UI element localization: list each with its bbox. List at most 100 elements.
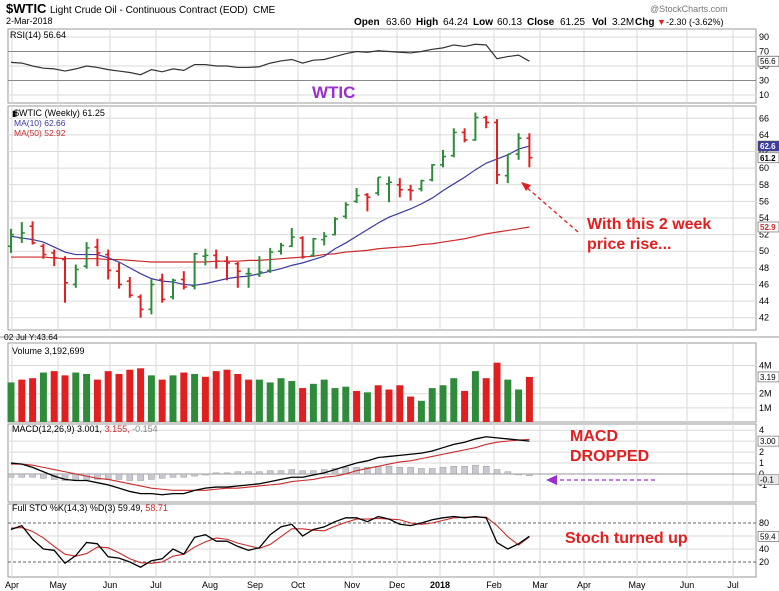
sto-value-badge [757,531,779,542]
macd-histogram-bar [18,473,26,478]
macd-legend-hist: -0.154 [132,424,158,434]
macd-histogram-bar [223,472,231,475]
price-chart-icon: ▮ [12,109,16,118]
sto-legend-d: 58.71 [145,503,168,513]
rsi-panel: RSI(14) 56.64 [10,30,530,76]
price-tick: 60 [759,163,769,173]
annotations: With this 2 week price rise... MACD DROPPE… [521,182,711,547]
price-tick: 58 [759,180,769,190]
volume-bar [353,390,361,422]
macd-histogram-bar [245,471,252,475]
price-readout: 02 Jul Y:43.64 [4,332,58,342]
x-tick-label: Jul [727,580,739,590]
volume-bar [407,396,415,422]
stoch-annotation: Stoch turned up [565,530,688,547]
price-value-badge [757,152,779,164]
macd-histogram-bar [137,473,144,481]
x-tick-label: Jun [103,580,118,590]
volume-bar [331,388,339,422]
change-down-icon: ▼ [657,17,666,27]
macd-histogram-bar [180,473,188,478]
price-tick: 64 [759,130,769,140]
volume-tick: 1M [759,403,772,413]
change-label: Chg [635,17,654,28]
volume-bar [29,378,37,422]
volume-bar [461,390,469,422]
price-tick: 52 [759,230,769,240]
ma50-legend: MA(50) 52.92 [14,128,66,138]
close-label: Close [527,17,555,28]
volume-bar [342,386,350,422]
macd-arrow-head [546,475,557,485]
x-tick-label: Mar [532,580,548,590]
price-value-badge-text: 62.6 [760,142,776,151]
x-tick-label: Sep [247,580,263,590]
volume-bar [61,375,69,422]
x-tick-label: Jul [150,580,162,590]
volume-bar [158,379,166,422]
panel-frame-sto [7,503,757,578]
macd-line [10,436,530,496]
macd-histogram-bar [493,469,501,475]
x-tick-label: Aug [202,580,218,590]
macd-histogram-bar [104,473,112,480]
macd-histogram-bar [407,467,414,475]
price-panel: $WTIC (Weekly) 61.25 MA(10) 62.66 MA(50)… [8,83,533,318]
price-tick: 56 [759,196,769,206]
price-legend: $WTIC (Weekly) 61.25 [14,108,105,118]
macd-histogram-bar [158,473,166,479]
volume-bar [385,389,393,422]
macd-histogram-bar [515,473,522,476]
volume-value-badge-text: 3.19 [760,373,776,382]
macd-histogram-bar [385,466,393,475]
volume-bar [72,372,80,422]
volume-bar [169,375,177,422]
volume-bar [504,379,512,422]
volume-bar [320,379,328,422]
volume-bar [428,388,436,422]
macd-histogram-bar [472,464,479,475]
macd-dropped-annotation: MACD DROPPED [570,428,649,465]
rsi-tick: 30 [759,76,769,86]
volume-bar [234,373,242,422]
macd-histogram-bar [148,473,155,480]
x-tick-label: Nov [344,580,361,590]
macd-histogram-bar [191,473,198,477]
close-value: 61.25 [560,17,585,28]
chart-exchange: CME [253,5,276,16]
price-tick: 66 [759,113,769,123]
price-tick: 54 [759,213,769,223]
open-label: Open [354,17,380,28]
macd-histogram-bar [288,469,296,475]
volume-bar [525,376,533,422]
macd-histogram-bar [266,470,274,475]
volume-bar [471,371,479,422]
price-value-badge-text: 61.2 [760,154,776,163]
volume-bar [450,378,458,422]
open-value: 63.60 [386,17,411,28]
macd-histogram-bar [461,466,468,475]
macd-histogram-bar [256,471,263,475]
y-axis-labels: 907050301056.666646260585654525048464442… [757,32,779,567]
rsi-tick: 90 [759,32,769,42]
volume-bar [374,385,382,422]
sto-legend: Full STO %K(14,3) %D(3) 59.49, 58.71 [12,503,168,513]
macd-histogram-bar [504,471,512,475]
macd-hist-badge [757,474,779,485]
volume-bar [493,362,501,422]
macd-histogram-bar [212,472,220,475]
ma10-legend: MA(10) 62.66 [14,118,66,128]
macd-histogram-bar [364,467,371,475]
panel-frames [0,28,779,578]
macd-tick: 2 [759,447,764,457]
macd-histogram-bar [94,473,101,480]
volume-bar [104,371,112,422]
volume-bar [137,368,145,422]
volume-label: Vol [592,17,607,28]
volume-bar [39,372,47,422]
macd-histogram-bar [331,468,339,475]
volume-bar [255,379,263,422]
volume-bar [515,389,523,422]
watermark: @StockCharts.com [650,4,728,14]
